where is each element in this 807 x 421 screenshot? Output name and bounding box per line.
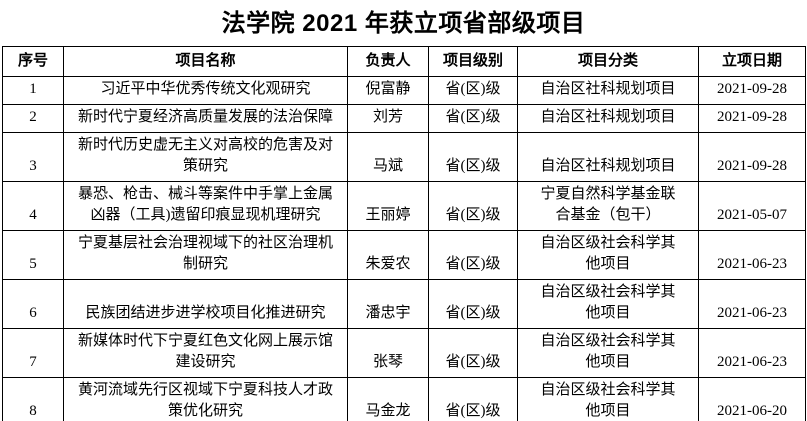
leader-cell: 马金龙	[347, 377, 429, 421]
project-name-cell: 民族团结进步进学校项目化推进研究	[63, 279, 348, 329]
leader-cell: 马斌	[347, 132, 429, 182]
header-project-name: 项目名称	[63, 46, 348, 77]
row-number-cell: 1	[2, 76, 64, 105]
date-cell: 2021-09-28	[698, 76, 806, 105]
level-cell: 省(区)级	[428, 132, 518, 182]
projects-table: 序号 项目名称 负责人 项目级别 项目分类 立项日期 1 习近平中华优秀传统文化…	[2, 46, 806, 421]
header-leader: 负责人	[347, 46, 429, 77]
row-number-cell: 3	[2, 132, 64, 182]
leader-cell: 潘忠宇	[347, 279, 429, 329]
category-cell: 自治区级社会科学其 他项目	[517, 230, 699, 280]
header-category: 项目分类	[517, 46, 699, 77]
category-cell: 自治区社科规划项目	[517, 104, 699, 133]
category-cell: 自治区社科规划项目	[517, 132, 699, 182]
table-row: 1 习近平中华优秀传统文化观研究 倪富静 省(区)级 自治区社科规划项目 202…	[2, 76, 806, 105]
project-name-cell: 宁夏基层社会治理视域下的社区治理机 制研究	[63, 230, 348, 280]
date-cell: 2021-09-28	[698, 132, 806, 182]
date-cell: 2021-06-23	[698, 279, 806, 329]
leader-cell: 张琴	[347, 328, 429, 378]
page-title: 法学院 2021 年获立项省部级项目	[221, 10, 586, 37]
date-cell: 2021-06-20	[698, 377, 806, 421]
row-number-cell: 5	[2, 230, 64, 280]
leader-cell: 倪富静	[347, 76, 429, 105]
category-cell: 宁夏自然科学基金联 合基金（包干）	[517, 181, 699, 231]
leader-cell: 刘芳	[347, 104, 429, 133]
leader-cell: 王丽婷	[347, 181, 429, 231]
table-row: 6 民族团结进步进学校项目化推进研究 潘忠宇 省(区)级 自治区级社会科学其 他…	[2, 279, 806, 329]
category-cell: 自治区级社会科学其 他项目	[517, 328, 699, 378]
table-row: 2 新时代宁夏经济高质量发展的法治保障 刘芳 省(区)级 自治区社科规划项目 2…	[2, 104, 806, 133]
table-row: 4 暴恐、枪击、械斗等案件中手掌上金属 凶器（工具)遗留印痕显现机理研究 王丽婷…	[2, 181, 806, 231]
level-cell: 省(区)级	[428, 181, 518, 231]
table-row: 3 新时代历史虚无主义对高校的危害及对 策研究 马斌 省(区)级 自治区社科规划…	[2, 132, 806, 182]
row-number-cell: 7	[2, 328, 64, 378]
row-number-cell: 2	[2, 104, 64, 133]
category-cell: 自治区级社会科学其 他项目	[517, 279, 699, 329]
header-date: 立项日期	[698, 46, 806, 77]
table-row: 7 新媒体时代下宁夏红色文化网上展示馆 建设研究 张琴 省(区)级 自治区级社会…	[2, 328, 806, 378]
leader-cell: 朱爱农	[347, 230, 429, 280]
category-cell: 自治区社科规划项目	[517, 76, 699, 105]
project-name-cell: 新媒体时代下宁夏红色文化网上展示馆 建设研究	[63, 328, 348, 378]
level-cell: 省(区)级	[428, 76, 518, 105]
category-cell: 自治区级社会科学其 他项目	[517, 377, 699, 421]
table-row: 8 黄河流域先行区视域下宁夏科技人才政 策优化研究 马金龙 省(区)级 自治区级…	[2, 377, 806, 421]
date-cell: 2021-05-07	[698, 181, 806, 231]
level-cell: 省(区)级	[428, 328, 518, 378]
date-cell: 2021-06-23	[698, 230, 806, 280]
header-no: 序号	[2, 46, 64, 77]
level-cell: 省(区)级	[428, 104, 518, 133]
project-name-cell: 黄河流域先行区视域下宁夏科技人才政 策优化研究	[63, 377, 348, 421]
level-cell: 省(区)级	[428, 230, 518, 280]
table-header-row: 序号 项目名称 负责人 项目级别 项目分类 立项日期	[2, 46, 806, 77]
project-name-cell: 习近平中华优秀传统文化观研究	[63, 76, 348, 105]
level-cell: 省(区)级	[428, 377, 518, 421]
row-number-cell: 6	[2, 279, 64, 329]
row-number-cell: 8	[2, 377, 64, 421]
row-number-cell: 4	[2, 181, 64, 231]
date-cell: 2021-06-23	[698, 328, 806, 378]
header-level: 项目级别	[428, 46, 518, 77]
project-name-cell: 新时代历史虚无主义对高校的危害及对 策研究	[63, 132, 348, 182]
level-cell: 省(区)级	[428, 279, 518, 329]
date-cell: 2021-09-28	[698, 104, 806, 133]
project-name-cell: 暴恐、枪击、械斗等案件中手掌上金属 凶器（工具)遗留印痕显现机理研究	[63, 181, 348, 231]
table-row: 5 宁夏基层社会治理视域下的社区治理机 制研究 朱爱农 省(区)级 自治区级社会…	[2, 230, 806, 280]
project-name-cell: 新时代宁夏经济高质量发展的法治保障	[63, 104, 348, 133]
